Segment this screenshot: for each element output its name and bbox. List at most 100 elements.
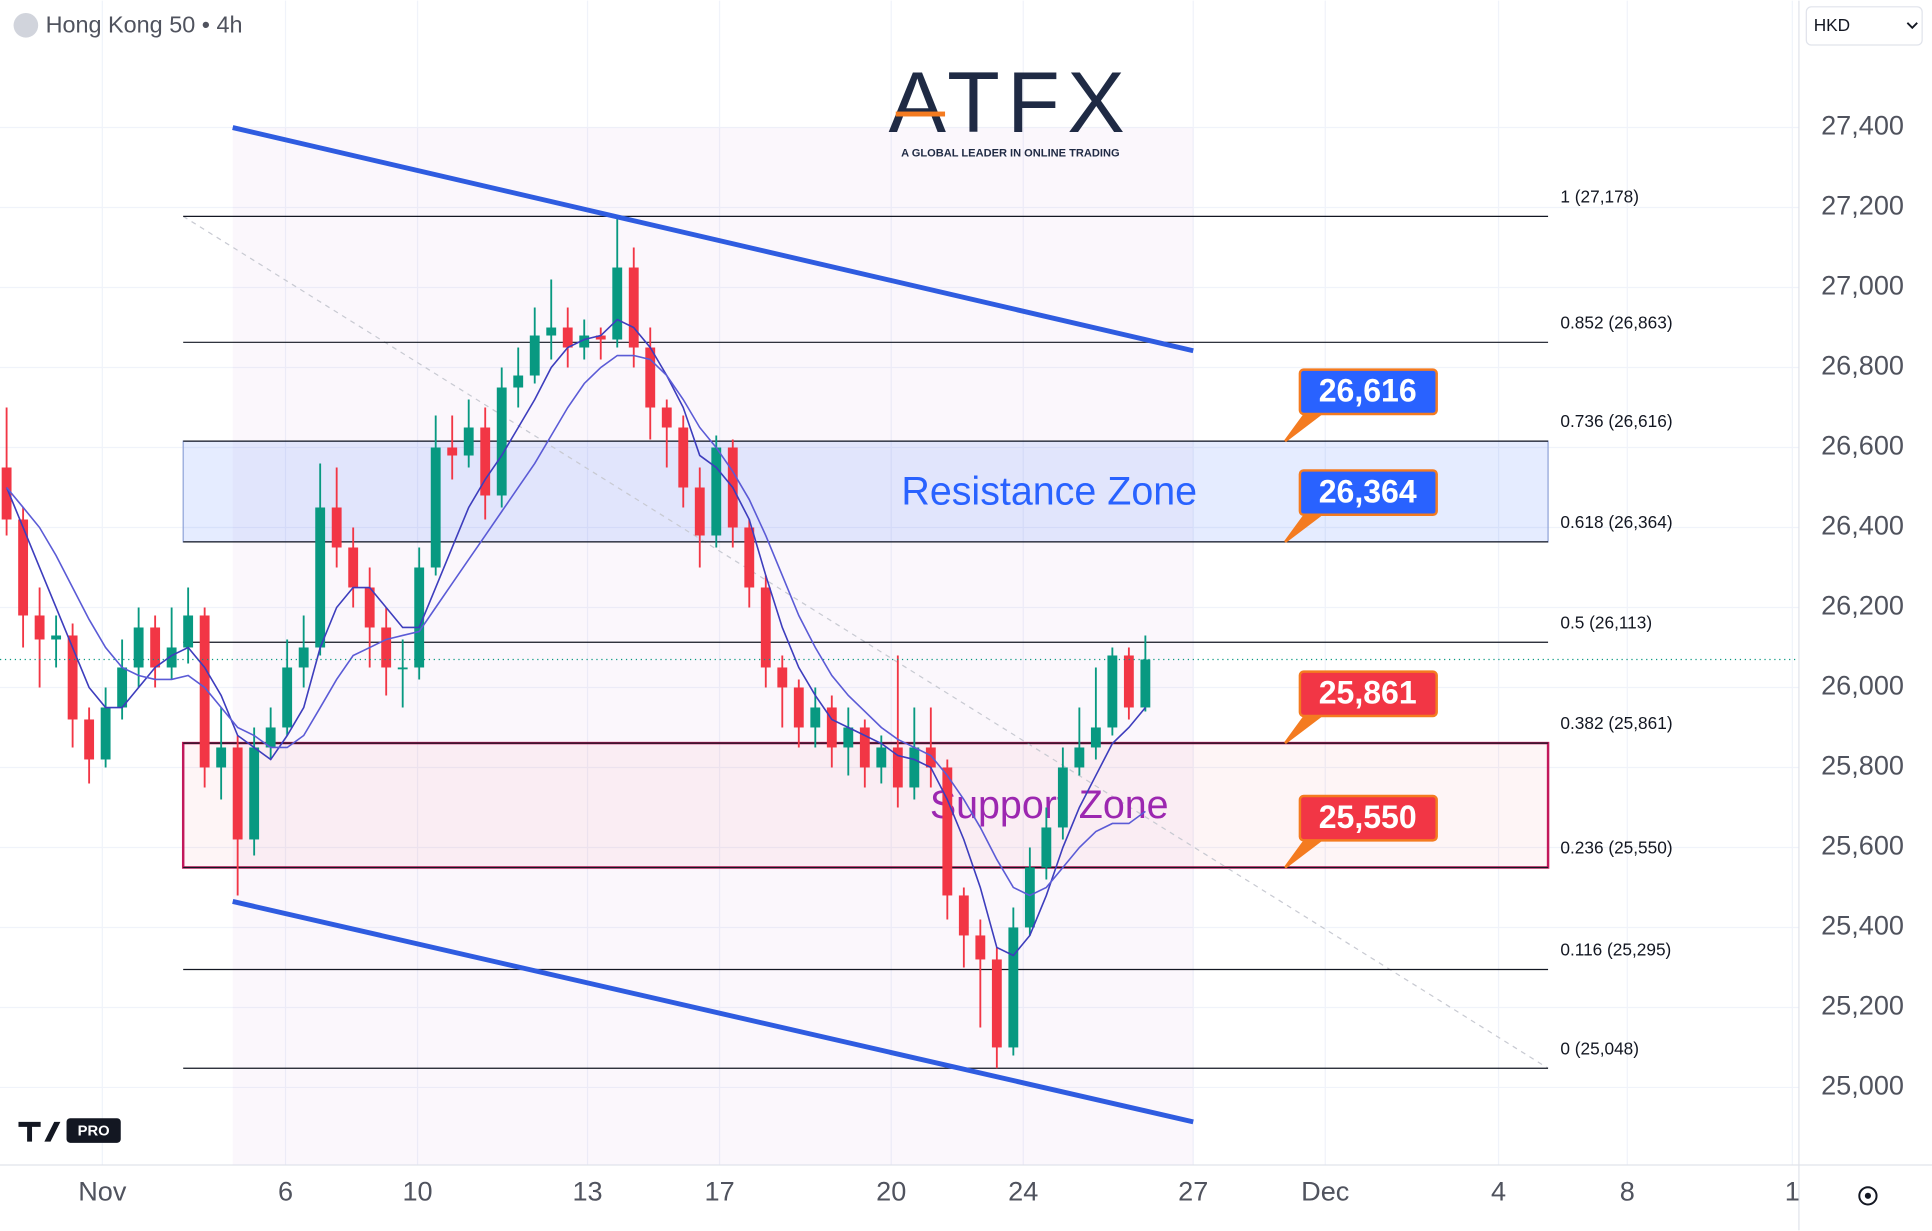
y-tick-label: 26,200 bbox=[1821, 590, 1904, 621]
settings-icon[interactable] bbox=[1858, 1186, 1878, 1206]
fib-label: 0.5 (26,113) bbox=[1560, 612, 1652, 632]
candle-body bbox=[925, 747, 936, 768]
candle-body bbox=[249, 747, 260, 840]
fib-trend-line bbox=[182, 215, 1549, 1069]
y-tick-label: 25,400 bbox=[1821, 910, 1904, 941]
candle-body bbox=[1074, 747, 1085, 768]
candle-body bbox=[661, 407, 672, 428]
callout-box bbox=[1298, 469, 1438, 517]
candle-body bbox=[100, 707, 111, 760]
logo-accent bbox=[895, 111, 946, 117]
candle-body bbox=[777, 667, 788, 688]
y-tick-label: 25,600 bbox=[1821, 830, 1904, 861]
candle-body bbox=[18, 519, 29, 616]
candle-body bbox=[315, 507, 326, 648]
channel-lower bbox=[232, 899, 1194, 1125]
currency-select[interactable] bbox=[1805, 6, 1923, 46]
candle-body bbox=[909, 747, 920, 788]
callout-box bbox=[1298, 670, 1438, 718]
fib-label: 0.852 (26,863) bbox=[1560, 312, 1672, 332]
candle-body bbox=[942, 767, 953, 896]
y-tick-label: 27,400 bbox=[1821, 110, 1904, 141]
candle-body bbox=[1090, 727, 1101, 748]
callout-label: 26,364 bbox=[1319, 473, 1417, 509]
candle-body bbox=[1107, 655, 1118, 728]
y-tick-label: 25,800 bbox=[1821, 750, 1904, 781]
y-tick-label: 26,600 bbox=[1821, 430, 1904, 461]
candle-body bbox=[793, 687, 804, 728]
callout-label: 25,861 bbox=[1319, 674, 1417, 710]
logo-name: ATFX bbox=[889, 55, 1133, 151]
candle-body bbox=[51, 635, 62, 640]
candle-body bbox=[265, 727, 276, 748]
candle-body bbox=[826, 707, 837, 748]
pro-badge bbox=[66, 1118, 121, 1143]
candle-body bbox=[348, 547, 359, 588]
candle-body bbox=[1123, 655, 1134, 708]
candle-body bbox=[34, 615, 45, 640]
channel-upper bbox=[232, 125, 1194, 354]
logo-tagline: A GLOBAL LEADER IN ONLINE TRADING bbox=[901, 147, 1119, 159]
candle-body bbox=[546, 327, 557, 336]
candle-body bbox=[216, 747, 227, 768]
fib-label: 0.618 (26,364) bbox=[1560, 512, 1672, 532]
symbol-icon bbox=[13, 12, 39, 38]
candle-body bbox=[843, 727, 854, 748]
callout-box bbox=[1298, 368, 1438, 416]
y-tick-label: 25,200 bbox=[1821, 990, 1904, 1021]
candle-body bbox=[513, 375, 524, 388]
plot-background bbox=[0, 0, 1799, 1166]
x-tick-label: 24 bbox=[1008, 1176, 1038, 1207]
x-tick-label: 8 bbox=[1620, 1176, 1635, 1207]
candle-body bbox=[397, 667, 408, 670]
candle-body bbox=[645, 347, 656, 408]
y-tick-label: 27,000 bbox=[1821, 270, 1904, 301]
candle-body bbox=[1, 467, 12, 520]
candle-body bbox=[298, 647, 309, 668]
x-tick-label: 6 bbox=[278, 1176, 293, 1207]
fib-label: 0.736 (26,616) bbox=[1560, 411, 1672, 431]
candle-body bbox=[282, 667, 293, 728]
candle-body bbox=[150, 627, 161, 668]
fib-label: 0.116 (25,295) bbox=[1560, 940, 1671, 960]
candle-body bbox=[463, 427, 474, 456]
fib-label: 0.236 (25,550) bbox=[1560, 838, 1672, 858]
candle-body bbox=[876, 747, 887, 768]
fib-label: 0 (25,048) bbox=[1560, 1038, 1639, 1058]
x-tick-label: 4 bbox=[1491, 1176, 1506, 1207]
candle-body bbox=[810, 707, 821, 728]
moving-average bbox=[5, 318, 1147, 957]
y-tick-label: 26,000 bbox=[1821, 670, 1904, 701]
candle-body bbox=[529, 335, 540, 376]
settings-icon-dot[interactable] bbox=[1864, 1192, 1872, 1199]
candle-body bbox=[678, 427, 689, 488]
candle-body bbox=[991, 959, 1002, 1048]
pro-label: PRO bbox=[78, 1124, 110, 1140]
fib-label: 1 (27,178) bbox=[1560, 186, 1639, 206]
x-tick-label: Nov bbox=[78, 1176, 127, 1207]
candle-body bbox=[975, 935, 986, 960]
candle-body bbox=[562, 327, 573, 348]
candle-body bbox=[579, 335, 590, 348]
x-tick-label: 10 bbox=[402, 1176, 432, 1207]
zone-label: Resistance Zone bbox=[901, 469, 1197, 513]
x-tick-label: Dec bbox=[1301, 1176, 1349, 1207]
currency-label[interactable]: HKD bbox=[1814, 15, 1850, 35]
zone-label: Support Zone bbox=[930, 783, 1169, 827]
candle-body bbox=[199, 615, 210, 768]
x-tick-label: 13 bbox=[572, 1176, 602, 1207]
plot: Resistance Zone Support Zone 1 (27,178) 0.8… bbox=[0, 125, 1799, 1125]
candle-body bbox=[84, 719, 95, 760]
candle-body bbox=[232, 747, 243, 840]
candle-body bbox=[711, 447, 722, 536]
candle-body bbox=[117, 667, 128, 708]
candle-body bbox=[595, 335, 606, 340]
candle-body bbox=[744, 527, 755, 588]
candle-body bbox=[381, 627, 392, 668]
y-tick-label: 26,800 bbox=[1821, 350, 1904, 381]
channel-shade bbox=[232, 127, 1194, 1166]
candle-body bbox=[166, 647, 177, 668]
dropdown-arrow[interactable] bbox=[1906, 22, 1918, 30]
candle-body bbox=[496, 387, 507, 496]
